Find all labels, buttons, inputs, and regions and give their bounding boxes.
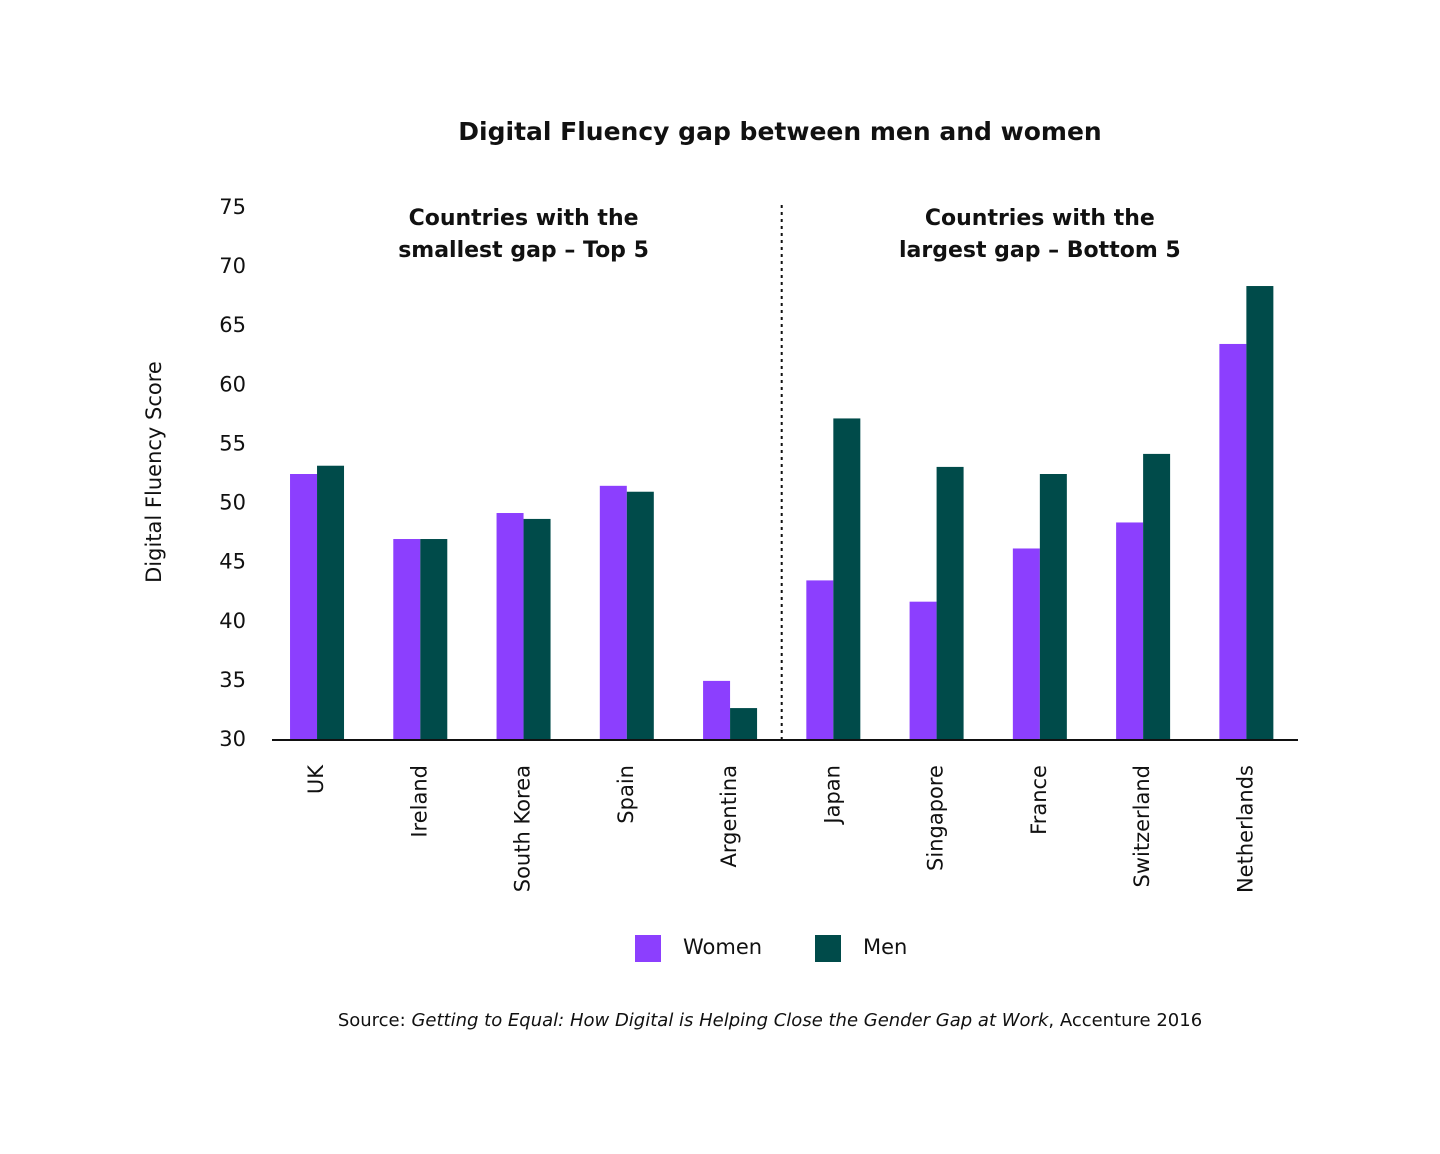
source-title: Getting to Equal: How Digital is Helping… <box>411 1010 1050 1031</box>
group-label: Countries with the <box>925 206 1155 231</box>
y-tick-label: 45 <box>219 550 246 574</box>
y-tick-label: 60 <box>219 372 246 396</box>
group-label: smallest gap – Top 5 <box>398 238 649 263</box>
x-tick-label: Netherlands <box>1233 765 1257 893</box>
legend-swatch <box>815 935 841 962</box>
x-tick-label: UK <box>304 764 328 794</box>
bar <box>393 539 421 740</box>
y-tick-label: 75 <box>219 195 246 219</box>
bar <box>523 518 551 740</box>
y-tick-label: 30 <box>219 727 246 751</box>
bar <box>730 708 758 740</box>
bar <box>936 466 964 740</box>
bar <box>1246 286 1274 740</box>
bar <box>909 601 937 740</box>
bar <box>1116 522 1144 740</box>
y-tick-label: 70 <box>219 254 246 278</box>
y-tick-label: 65 <box>219 313 246 337</box>
x-tick-label: France <box>1027 765 1051 835</box>
y-tick-label: 50 <box>219 491 246 515</box>
bar <box>290 474 318 740</box>
bar <box>599 485 627 740</box>
bar <box>833 418 861 740</box>
bar <box>1012 548 1040 740</box>
x-tick-label: Switzerland <box>1130 765 1154 888</box>
bar <box>806 580 834 740</box>
group-label: Countries with the <box>409 206 639 231</box>
y-axis-label: Digital Fluency Score <box>142 361 166 583</box>
x-tick-label: South Korea <box>511 765 535 892</box>
legend-label: Women <box>683 935 762 959</box>
y-tick-label: 55 <box>219 431 246 455</box>
bar <box>703 680 731 740</box>
bar <box>420 539 448 740</box>
legend-swatch <box>635 935 661 962</box>
y-tick-label: 35 <box>219 668 246 692</box>
bar <box>1219 343 1247 740</box>
bar <box>317 465 345 740</box>
legend-label: Men <box>863 935 907 959</box>
x-tick-label: Argentina <box>717 765 741 867</box>
bar <box>1039 474 1067 740</box>
x-tick-label: Ireland <box>407 765 431 838</box>
source: Source: Getting to Equal: How Digital is… <box>338 1010 1202 1031</box>
group-label: largest gap – Bottom 5 <box>899 238 1181 263</box>
x-tick-label: Singapore <box>924 765 948 871</box>
x-tick-label: Spain <box>614 765 638 824</box>
y-tick-label: 40 <box>219 609 246 633</box>
bar <box>626 491 654 740</box>
bar <box>1143 453 1171 740</box>
chart-title: Digital Fluency gap between men and wome… <box>458 117 1101 146</box>
source-prefix: Source: <box>338 1010 406 1031</box>
x-tick-label: Japan <box>820 765 844 826</box>
source-suffix: , Accenture 2016 <box>1048 1010 1202 1031</box>
bar <box>496 513 524 740</box>
